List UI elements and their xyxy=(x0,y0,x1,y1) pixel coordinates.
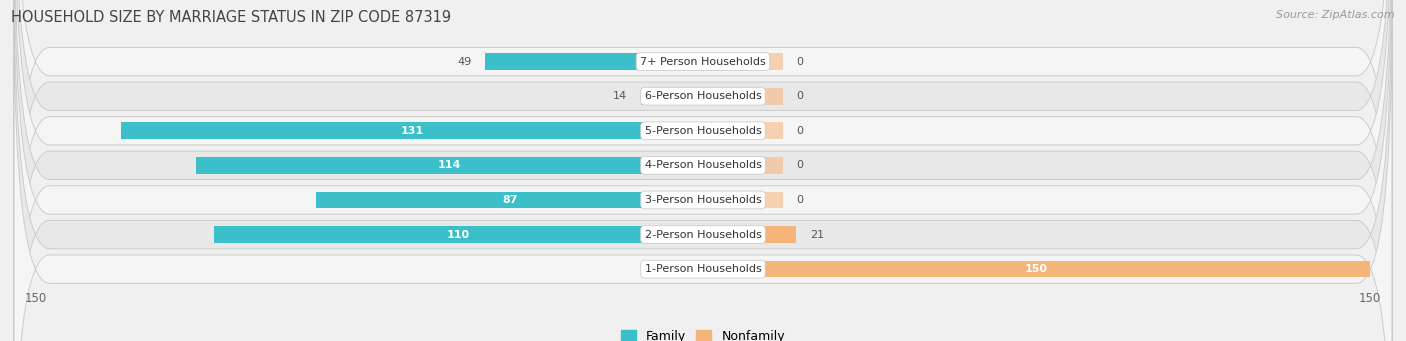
Text: 21: 21 xyxy=(810,229,824,240)
FancyBboxPatch shape xyxy=(14,0,1392,324)
Bar xyxy=(703,53,783,70)
Bar xyxy=(703,88,783,104)
Text: 3-Person Households: 3-Person Households xyxy=(644,195,762,205)
Text: 1-Person Households: 1-Person Households xyxy=(644,264,762,274)
Text: HOUSEHOLD SIZE BY MARRIAGE STATUS IN ZIP CODE 87319: HOUSEHOLD SIZE BY MARRIAGE STATUS IN ZIP… xyxy=(11,10,451,25)
Bar xyxy=(703,157,783,174)
Bar xyxy=(703,192,783,208)
Bar xyxy=(316,192,703,208)
Text: 14: 14 xyxy=(613,91,627,101)
FancyBboxPatch shape xyxy=(14,6,1392,341)
Bar xyxy=(214,226,703,243)
Text: 0: 0 xyxy=(796,195,803,205)
Text: 0: 0 xyxy=(796,91,803,101)
Text: Source: ZipAtlas.com: Source: ZipAtlas.com xyxy=(1277,10,1395,20)
Text: 5-Person Households: 5-Person Households xyxy=(644,126,762,136)
Text: 131: 131 xyxy=(401,126,423,136)
Text: 0: 0 xyxy=(796,160,803,170)
FancyBboxPatch shape xyxy=(14,0,1392,341)
FancyBboxPatch shape xyxy=(14,0,1392,341)
Bar xyxy=(703,226,796,243)
Legend: Family, Nonfamily: Family, Nonfamily xyxy=(616,325,790,341)
Bar xyxy=(197,157,703,174)
Text: 110: 110 xyxy=(447,229,470,240)
Text: 7+ Person Households: 7+ Person Households xyxy=(640,57,766,66)
Text: 4-Person Households: 4-Person Households xyxy=(644,160,762,170)
FancyBboxPatch shape xyxy=(14,0,1392,341)
Text: 0: 0 xyxy=(796,57,803,66)
Bar xyxy=(121,122,703,139)
Bar xyxy=(703,261,1369,278)
Text: 150: 150 xyxy=(1025,264,1047,274)
Text: 49: 49 xyxy=(457,57,472,66)
Bar xyxy=(703,122,783,139)
Text: 0: 0 xyxy=(796,126,803,136)
FancyBboxPatch shape xyxy=(14,0,1392,341)
FancyBboxPatch shape xyxy=(14,0,1392,341)
Text: 87: 87 xyxy=(502,195,517,205)
Text: 6-Person Households: 6-Person Households xyxy=(644,91,762,101)
Text: 114: 114 xyxy=(437,160,461,170)
Bar xyxy=(641,88,703,104)
Text: 2-Person Households: 2-Person Households xyxy=(644,229,762,240)
Bar xyxy=(485,53,703,70)
